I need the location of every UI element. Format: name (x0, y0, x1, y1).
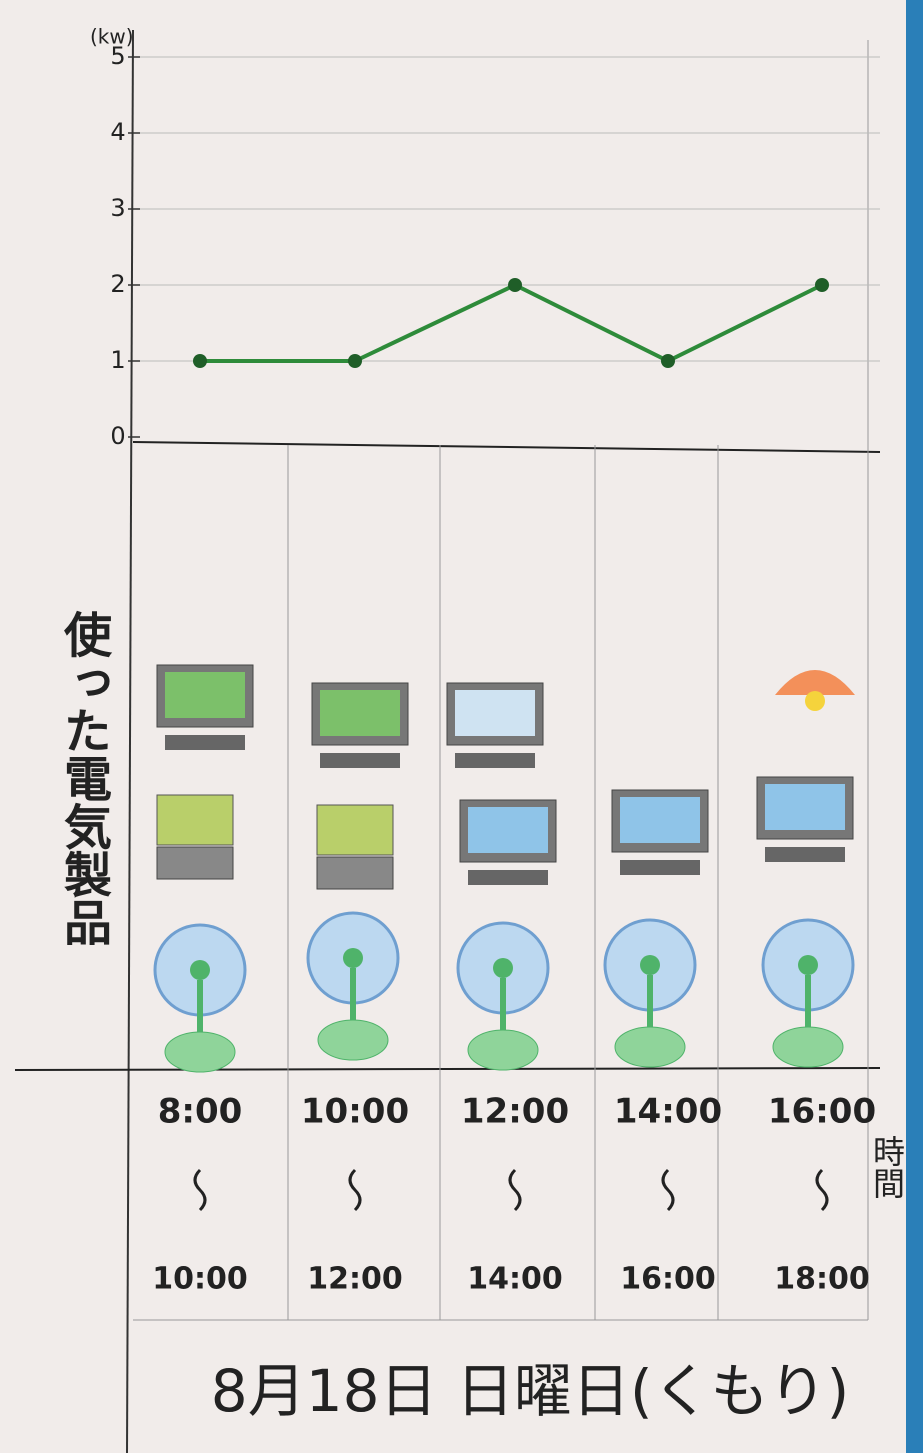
fan-base (164, 1031, 236, 1073)
y-tick-label: 3 (110, 194, 125, 222)
laptop-screen (316, 804, 394, 856)
x-tick-label: 12:00 (461, 1092, 569, 1132)
lamp-bulb (805, 691, 825, 711)
data-point (348, 354, 362, 368)
data-point (661, 354, 675, 368)
y-tick-label: 0 (110, 422, 125, 450)
x-axis-label: 時間 (868, 1135, 906, 1199)
fan-hub (640, 955, 660, 975)
monitor-screen (620, 797, 700, 843)
x-axis (132, 441, 881, 453)
caption: 8月18日 日曜日(くもり) (211, 1357, 849, 1425)
y-tick-label: 1 (110, 346, 125, 374)
side-label: 使った電気製品 (55, 610, 112, 946)
x-tick-label: 10:00 (301, 1092, 409, 1132)
y-tick-label: 4 (110, 118, 125, 146)
fan-hub (493, 958, 513, 978)
x-tick-label-end: 10:00 (152, 1262, 248, 1297)
lamp-shade (775, 670, 855, 695)
fan-hub (798, 955, 818, 975)
fan-base (467, 1029, 539, 1071)
board-edge (906, 0, 923, 1453)
laptop-keys (156, 846, 234, 880)
x-tick-label: 14:00 (614, 1092, 722, 1132)
tilde (193, 1168, 207, 1212)
y-tick-label: 5 (110, 42, 125, 70)
tilde (661, 1168, 675, 1212)
keyboard-icon (620, 860, 700, 875)
x-tick-label-end: 18:00 (774, 1262, 870, 1297)
fan-base (317, 1019, 389, 1061)
monitor-screen (165, 672, 245, 718)
keyboard-icon (455, 753, 535, 768)
data-point (815, 278, 829, 292)
x-tick-label-end: 12:00 (307, 1262, 403, 1297)
divider (14, 1067, 881, 1071)
tilde (508, 1168, 522, 1212)
y-axis (126, 29, 134, 1453)
x-tick-label-end: 16:00 (620, 1262, 716, 1297)
x-tick-label-end: 14:00 (467, 1262, 563, 1297)
y-tick-label: 2 (110, 270, 125, 298)
keyboard-icon (320, 753, 400, 768)
monitor-screen (455, 690, 535, 736)
data-point (508, 278, 522, 292)
keyboard-icon (165, 735, 245, 750)
fan-base (614, 1026, 686, 1068)
fan-base (772, 1026, 844, 1068)
monitor-screen (320, 690, 400, 736)
fan-hub (190, 960, 210, 980)
tilde (815, 1168, 829, 1212)
x-tick-label: 16:00 (768, 1092, 876, 1132)
keyboard-icon (468, 870, 548, 885)
tilde (348, 1168, 362, 1212)
monitor-screen (765, 784, 845, 830)
monitor-screen (468, 807, 548, 853)
y-axis-label: (kw) (90, 25, 134, 49)
fan-hub (343, 948, 363, 968)
laptop-screen (156, 794, 234, 846)
laptop-keys (316, 856, 394, 890)
x-tick-label: 8:00 (158, 1092, 243, 1132)
data-point (193, 354, 207, 368)
keyboard-icon (765, 847, 845, 862)
